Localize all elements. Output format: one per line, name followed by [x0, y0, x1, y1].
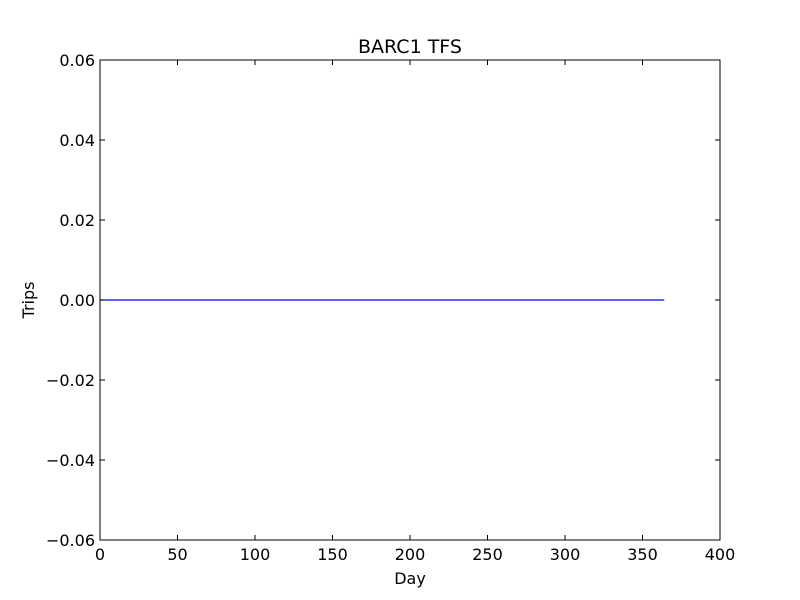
y-tick-label: 0.06: [59, 51, 95, 70]
y-tick-label: −0.02: [46, 371, 95, 390]
x-tick-label: 150: [317, 545, 348, 564]
x-axis: 0 50 100 150 200 250 300 350 400: [95, 60, 735, 564]
y-tick-label: −0.06: [46, 531, 95, 550]
x-tick-label: 300: [550, 545, 581, 564]
x-tick-label: 200: [395, 545, 426, 564]
x-tick-label: 400: [705, 545, 736, 564]
y-tick-label: 0.02: [59, 211, 95, 230]
y-axis: 0.06 0.04 0.02 0.00 −0.02 −0.04 −0.06: [46, 51, 720, 550]
x-tick-label: 0: [95, 545, 105, 564]
chart-title: BARC1 TFS: [358, 36, 462, 58]
y-tick-label: −0.04: [46, 451, 95, 470]
x-tick-label: 100: [240, 545, 271, 564]
x-tick-label: 250: [472, 545, 503, 564]
x-axis-label: Day: [394, 569, 426, 588]
y-axis-label: Trips: [19, 282, 38, 320]
y-tick-label: 0.04: [59, 131, 95, 150]
plot-frame: [99, 59, 721, 541]
y-tick-label: 0.00: [59, 291, 95, 310]
x-tick-label: 350: [627, 545, 658, 564]
x-tick-label: 50: [167, 545, 187, 564]
